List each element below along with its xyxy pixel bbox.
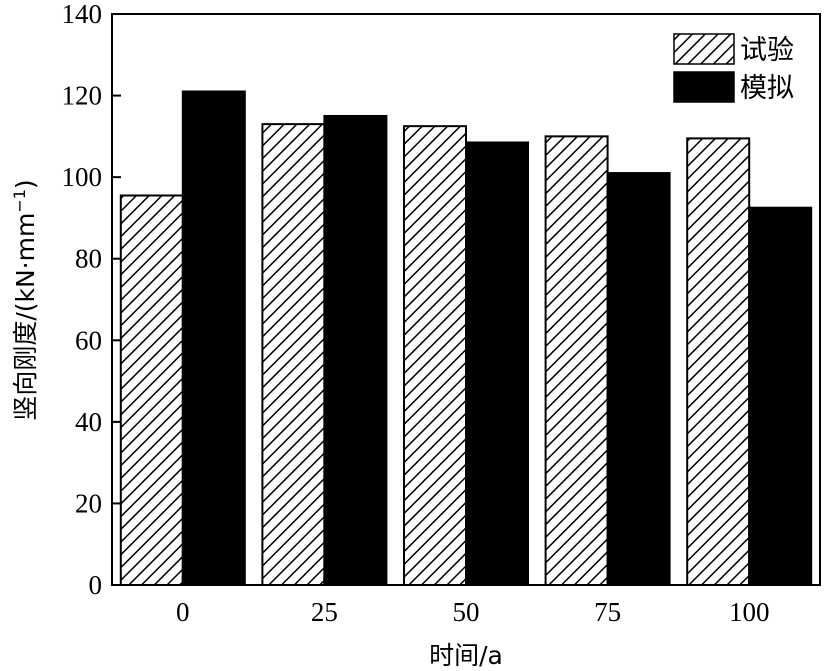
y-axis-title-exponent: −1 xyxy=(10,189,29,213)
bar-series-0-cat-100 xyxy=(686,137,751,586)
bar-series-1-cat-75 xyxy=(606,172,671,586)
x-tick-label-0: 0 xyxy=(176,597,190,627)
y-axis-title: 竖向刚度/(kN·mm−1) xyxy=(10,179,40,420)
y-tick-label-20: 20 xyxy=(75,488,102,518)
bar-series-1-cat-25 xyxy=(323,114,388,586)
bar-series-1-cat-50 xyxy=(465,141,529,586)
x-axis-title: 时间/a xyxy=(429,641,503,670)
x-tick-label-50: 50 xyxy=(453,597,480,627)
legend-swatch-series-1 xyxy=(673,71,735,103)
bars-group xyxy=(119,90,813,587)
x-tick-label-25: 25 xyxy=(311,597,338,627)
y-tick-label-140: 140 xyxy=(62,0,103,29)
x-axis-ticks: 0 25 50 75 100 xyxy=(176,576,769,627)
legend-label-series-1: 模拟 xyxy=(740,73,794,104)
y-tick-label-60: 60 xyxy=(75,325,102,355)
bar-series-0-cat-0 xyxy=(119,194,184,586)
bar-series-1-cat-0 xyxy=(181,90,246,586)
y-axis-title-main: 竖向刚度/(kN·mm xyxy=(11,213,40,421)
y-tick-label-40: 40 xyxy=(75,407,102,437)
y-tick-label-100: 100 xyxy=(62,162,103,192)
bar-series-0-cat-25 xyxy=(261,123,326,586)
plot-frame xyxy=(111,13,821,586)
y-axis-ticks: 0 20 40 60 80 100 120 140 xyxy=(62,0,121,600)
y-tick-label-120: 120 xyxy=(62,81,103,111)
bar-series-1-cat-100 xyxy=(748,206,813,586)
x-tick-label-75: 75 xyxy=(594,597,621,627)
y-tick-label-0: 0 xyxy=(89,570,103,600)
y-tick-label-80: 80 xyxy=(75,244,102,274)
legend-label-series-0: 试验 xyxy=(740,35,794,66)
legend: 试验 模拟 xyxy=(673,33,794,104)
bar-series-0-cat-50 xyxy=(403,125,467,587)
bar-series-0-cat-75 xyxy=(544,135,609,586)
legend-swatch-series-0 xyxy=(673,33,735,65)
x-tick-label-100: 100 xyxy=(729,597,770,627)
y-axis-title-close: ) xyxy=(11,179,40,189)
